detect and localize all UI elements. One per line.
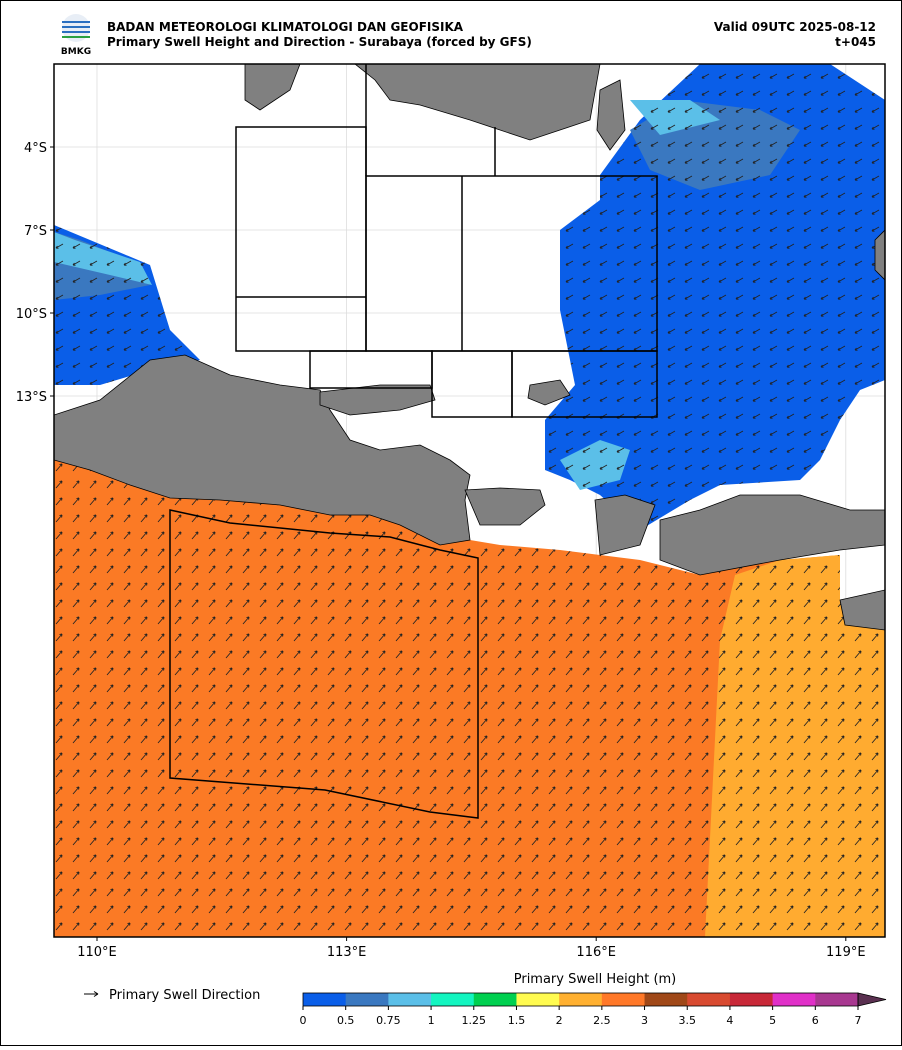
direction-arrows (545, 64, 885, 530)
colorbar-tick-label: 0.5 (337, 1014, 355, 1027)
colorbar-tick-label: 3.5 (678, 1014, 696, 1027)
colorbar-tick-label: 0 (300, 1014, 307, 1027)
colorbar-segment (516, 993, 560, 1006)
lat-label: 10°S (16, 307, 47, 322)
colorbar-tick-label: 1.5 (508, 1014, 526, 1027)
colorbar-segment (303, 993, 347, 1006)
region-boundaries (169, 64, 658, 819)
colorbar-segment (559, 993, 603, 1006)
direction-arrows (54, 460, 885, 937)
map-frame (53, 63, 886, 938)
lon-label: 113°E (327, 945, 367, 960)
lat-label: 4°S (24, 141, 47, 156)
legend-label: Primary Swell Direction (109, 988, 260, 1003)
map (54, 64, 885, 937)
logo: BMKG (61, 14, 91, 57)
colorbar-tick-label: 1.25 (462, 1014, 487, 1027)
direction-arrows (54, 225, 200, 385)
colorbar-tick-label: 0.75 (376, 1014, 401, 1027)
valid-time: Valid 09UTC 2025-08-12 (714, 20, 876, 34)
colorbar-tick-label: 2.5 (593, 1014, 611, 1027)
colorbar-segment (601, 993, 646, 1006)
lon-label: 116°E (576, 945, 616, 960)
lat-label: 7°S (24, 224, 47, 239)
colorbar-frame (302, 992, 859, 1007)
subtitle: Primary Swell Height and Direction - Sur… (107, 35, 532, 49)
lon-label: 110°E (77, 945, 117, 960)
lon-label: 119°E (826, 945, 866, 960)
legend-arrow (93, 991, 99, 997)
lat-label: 13°S (16, 390, 47, 405)
colorbar-segment (815, 993, 859, 1006)
colorbar-segment (388, 993, 432, 1006)
colorbar-tick-label: 4 (726, 1014, 733, 1027)
colorbar-segment (431, 993, 475, 1006)
colorbar: 0 0.5 0.75 1 1.25 1.5 2 2.5 3 3.5 4 5 6 7 (300, 992, 887, 1027)
lead-time: t+045 (835, 35, 876, 49)
colorbar-title: Primary Swell Height (m) (514, 972, 677, 987)
colorbar-segment (687, 993, 731, 1006)
agency: BADAN METEOROLOGI KLIMATOLOGI DAN GEOFIS… (107, 20, 464, 34)
colorbar-tick-label: 6 (812, 1014, 819, 1027)
colorbar-tick-label: 1 (428, 1014, 435, 1027)
colorbar-tick-label: 3 (641, 1014, 648, 1027)
colorbar-tick-label: 2 (556, 1014, 563, 1027)
colorbar-segment (644, 993, 688, 1006)
logo-text: BMKG (61, 47, 91, 57)
land (54, 64, 885, 631)
colorbar-segment (345, 993, 389, 1006)
colorbar-tick-label: 5 (769, 1014, 776, 1027)
colorbar-segment (772, 993, 816, 1006)
colorbar-tick-label: 7 (855, 1014, 862, 1027)
colorbar-segment (473, 993, 517, 1006)
colorbar-segment (729, 993, 774, 1006)
